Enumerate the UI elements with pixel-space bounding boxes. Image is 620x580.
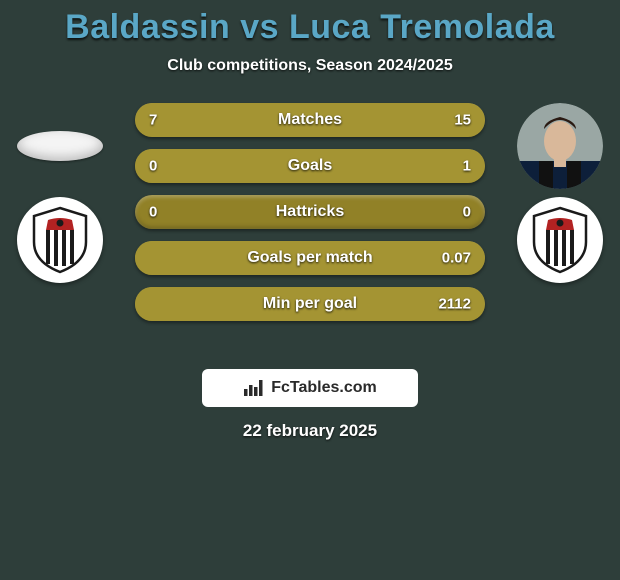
comparison-content: 715Matches01Goals00Hattricks0.07Goals pe… xyxy=(0,103,620,363)
ascoli-crest-icon xyxy=(30,206,90,274)
bar-chart-icon xyxy=(243,379,265,397)
player-left-club-badge xyxy=(17,197,103,283)
stat-value-left: 0 xyxy=(149,204,157,221)
stat-value-right: 0.07 xyxy=(442,250,471,267)
stat-bar: 715Matches xyxy=(135,103,485,137)
watermark-text: FcTables.com xyxy=(271,379,377,397)
bar-fill-right xyxy=(135,287,485,321)
stat-bar: 0.07Goals per match xyxy=(135,241,485,275)
bar-fill-right xyxy=(247,103,485,137)
stat-bar: 2112Min per goal xyxy=(135,287,485,321)
stat-value-right: 0 xyxy=(463,204,471,221)
player-right-column xyxy=(500,103,620,343)
player-right-avatar xyxy=(517,103,603,189)
page-title: Baldassin vs Luca Tremolada xyxy=(0,8,620,47)
subtitle: Club competitions, Season 2024/2025 xyxy=(0,57,620,75)
bar-fill-right xyxy=(135,149,485,183)
stat-value-left: 7 xyxy=(149,112,157,129)
date-label: 22 february 2025 xyxy=(0,421,620,441)
player-right-club-badge xyxy=(517,197,603,283)
stat-value-right: 15 xyxy=(454,112,471,129)
player-left-column xyxy=(0,103,120,343)
watermark: FcTables.com xyxy=(204,371,416,405)
stat-label: Hattricks xyxy=(135,203,485,221)
comparison-card: Baldassin vs Luca Tremolada Club competi… xyxy=(0,0,620,580)
bar-fill-right xyxy=(135,241,485,275)
stat-value-right: 2112 xyxy=(438,296,471,313)
stat-bar: 01Goals xyxy=(135,149,485,183)
stat-value-right: 1 xyxy=(463,158,471,175)
stat-bars: 715Matches01Goals00Hattricks0.07Goals pe… xyxy=(135,103,485,333)
stat-bar: 0 0Hattricks xyxy=(135,195,485,229)
ascoli-crest-icon xyxy=(530,206,590,274)
player-left-avatar xyxy=(17,131,103,161)
stat-value-left: 0 xyxy=(149,158,157,175)
